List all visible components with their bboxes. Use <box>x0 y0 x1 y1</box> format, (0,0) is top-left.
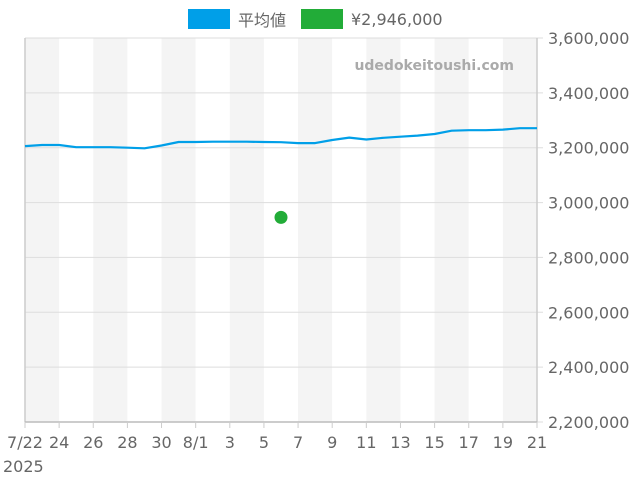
x-tick-label: 17 <box>459 433 479 452</box>
x-tick-label: 9 <box>327 433 337 452</box>
date-band <box>332 38 367 422</box>
date-band <box>93 38 128 422</box>
x-axis-ticks: 7/22 24 26 28 30 8/1 3 5 7 9 11 13 15 17 19 21 <box>7 422 547 452</box>
horizontal-gridlines <box>25 37 543 423</box>
y-tick-label: 2,400,000 <box>548 358 629 377</box>
y-tick-label: 3,400,000 <box>548 84 629 103</box>
y-tick-label: 3,200,000 <box>548 139 629 158</box>
y-axis-ticks: 2,200,000 2,400,000 2,600,000 2,800,000 3,00… <box>548 29 629 432</box>
date-bands <box>25 38 537 422</box>
y-tick-label: 3,600,000 <box>548 29 629 48</box>
x-tick-label: 5 <box>259 433 269 452</box>
x-tick-label: 8/1 <box>183 433 209 452</box>
date-band <box>25 38 60 422</box>
x-tick-label: 21 <box>527 433 547 452</box>
legend-item-average[interactable]: 平均値 <box>188 9 287 30</box>
y-tick-label: 2,200,000 <box>548 413 629 432</box>
price-point[interactable] <box>274 210 288 224</box>
x-tick-label: 3 <box>225 433 235 452</box>
x-tick-label: 26 <box>83 433 103 452</box>
date-band <box>195 38 230 422</box>
x-tick-label: 19 <box>493 433 513 452</box>
chart-legend: 平均値 ¥2,946,000 <box>0 6 640 32</box>
average-price-line[interactable] <box>24 127 537 150</box>
x-tick-label: 7/22 <box>7 433 43 452</box>
date-band <box>400 38 435 422</box>
date-band <box>298 38 333 422</box>
price-points <box>274 210 288 224</box>
x-tick-label: 24 <box>49 433 69 452</box>
y-tick-label: 2,800,000 <box>548 248 629 267</box>
x-tick-label: 15 <box>424 433 444 452</box>
date-band <box>127 38 162 422</box>
date-band <box>468 38 503 422</box>
legend-label-price: ¥2,946,000 <box>351 9 443 29</box>
y-tick-label: 2,600,000 <box>548 303 629 322</box>
legend-item-price[interactable]: ¥2,946,000 <box>301 9 443 29</box>
watermark: udedokeitoushi.com <box>354 58 514 74</box>
date-band <box>59 38 94 422</box>
x-tick-label: 7 <box>293 433 303 452</box>
date-band <box>366 38 401 422</box>
date-band <box>263 38 299 422</box>
date-band <box>229 38 264 422</box>
y-tick-label: 3,000,000 <box>548 194 629 213</box>
legend-swatch-average <box>188 9 230 29</box>
legend-label-average: 平均値 <box>238 11 287 30</box>
x-axis-year-label: 2025 <box>3 457 44 476</box>
x-tick-label: 11 <box>356 433 376 452</box>
x-tick-label: 30 <box>151 433 171 452</box>
x-tick-label: 13 <box>390 433 410 452</box>
date-band <box>502 38 537 422</box>
date-band <box>434 38 469 422</box>
legend-swatch-price <box>301 9 343 29</box>
x-tick-label: 28 <box>117 433 137 452</box>
date-band <box>161 38 196 422</box>
